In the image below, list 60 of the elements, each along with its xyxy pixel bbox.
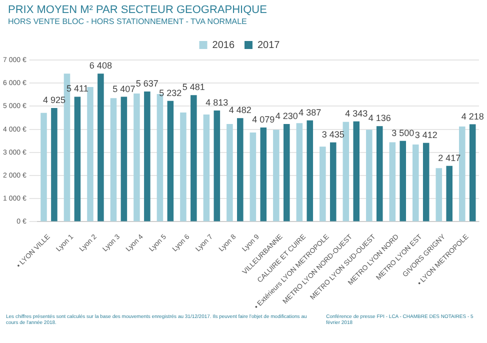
bar — [353, 121, 360, 222]
bar — [260, 127, 267, 222]
bar — [284, 124, 290, 222]
bar — [134, 94, 140, 222]
bar — [250, 132, 256, 222]
bar — [469, 124, 476, 222]
bar — [40, 112, 47, 222]
bar — [376, 126, 383, 222]
data-label: 3 412 — [414, 130, 438, 140]
data-label: 5 232 — [159, 88, 182, 98]
data-label: 4 136 — [368, 113, 391, 124]
bar — [306, 120, 314, 222]
data-label: 5 411 — [66, 84, 88, 94]
data-label: 4 343 — [345, 108, 368, 118]
data-label: 4 230 — [275, 110, 298, 121]
bar — [51, 108, 58, 222]
data-label: 6 408 — [89, 60, 112, 71]
bar — [144, 91, 150, 222]
bar — [366, 130, 372, 222]
bar — [226, 124, 233, 222]
bar — [87, 87, 94, 222]
data-label: 2 417 — [438, 152, 461, 163]
chart-title: PRIX MOYEN M² PAR SECTEUR GEOGRAPHIQUE — [8, 4, 268, 16]
data-label: 4 387 — [298, 107, 322, 118]
bar — [436, 168, 442, 222]
bar — [446, 166, 452, 222]
bar — [412, 144, 419, 222]
data-label: 4 218 — [461, 111, 484, 122]
bar — [203, 114, 210, 222]
data-label: 5 637 — [136, 78, 158, 88]
data-label: 4 079 — [252, 114, 275, 124]
bar — [110, 98, 117, 222]
bar — [190, 95, 197, 222]
legend-label: 2017 — [258, 40, 280, 51]
bar — [400, 140, 406, 222]
bar — [237, 118, 244, 222]
bar — [180, 112, 186, 222]
bar — [320, 146, 326, 222]
bar — [389, 142, 396, 222]
chart-subtitle: HORS VENTE BLOC - HORS STATIONNEMENT - TVA NORMALE — [8, 17, 248, 26]
bar — [167, 100, 174, 222]
bar — [214, 110, 220, 222]
bar — [422, 142, 430, 222]
bar — [330, 142, 336, 222]
data-label: 4 482 — [228, 105, 252, 116]
data-label: 4 813 — [206, 98, 228, 108]
data-label: 5 481 — [182, 82, 205, 92]
data-label: 4 925 — [42, 94, 66, 105]
bar — [64, 74, 70, 222]
data-label: 5 407 — [112, 84, 136, 94]
bar — [273, 130, 280, 222]
legend-label: 2016 — [212, 40, 235, 51]
data-label: 3 500 — [392, 128, 414, 138]
bar — [98, 74, 104, 222]
data-label: 3 435 — [322, 129, 344, 140]
bar — [459, 126, 466, 222]
bar — [342, 122, 350, 222]
bar — [296, 123, 303, 222]
bar — [120, 96, 128, 222]
bar — [74, 96, 81, 222]
